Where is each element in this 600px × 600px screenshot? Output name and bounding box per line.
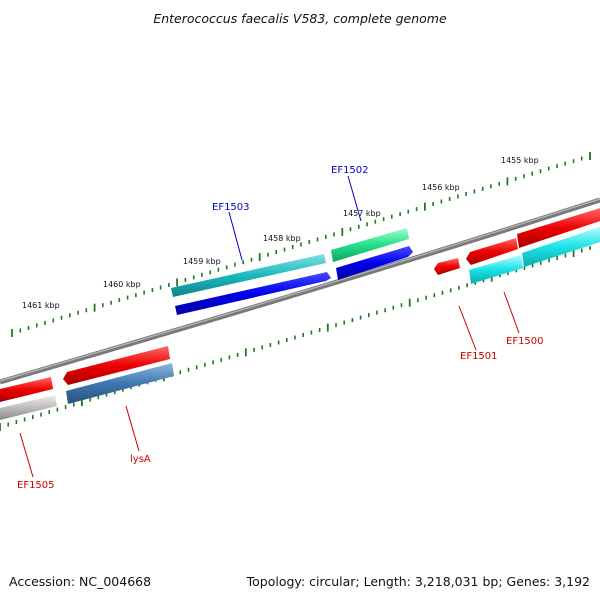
gene-label-ef1503[interactable]: EF1503 — [212, 202, 250, 213]
scale-labels: 1461 kbp 1460 kbp 1459 kbp 1458 kbp 1457… — [22, 156, 539, 310]
gene-feature-cyan-left[interactable] — [469, 255, 523, 284]
scale-label-1457: 1457 kbp — [343, 209, 381, 218]
accession-text: Accession: NC_004668 — [9, 574, 151, 589]
gene-feature-ef1502-blue[interactable] — [336, 246, 413, 280]
gene-label-ef1502[interactable]: EF1502 — [331, 165, 369, 176]
scale-track-inner — [0, 246, 591, 431]
genome-summary-text: Topology: circular; Length: 3,218,031 bp… — [246, 574, 590, 589]
scale-label-1458: 1458 kbp — [263, 234, 301, 243]
gene-label-ef1500[interactable]: EF1500 — [506, 336, 544, 347]
gene-feature-red-right[interactable] — [517, 208, 600, 248]
scale-track-outer — [11, 152, 591, 337]
genome-backbone — [0, 197, 600, 385]
gene-feature-ef1501[interactable] — [434, 258, 460, 275]
gene-feature-lysa-steel[interactable] — [66, 363, 174, 404]
gene-feature-ef1505-gray[interactable] — [0, 395, 57, 420]
gene-feature-lysa-red[interactable] — [63, 346, 170, 385]
scale-label-1456: 1456 kbp — [422, 183, 460, 192]
gene-feature-ef1503-blue[interactable] — [175, 272, 331, 315]
map-title: Enterococcus faecalis V583, complete gen… — [153, 11, 447, 26]
scale-label-1461: 1461 kbp — [22, 301, 60, 310]
gene-leader-lines — [19, 175, 520, 478]
gene-feature-ef1503-teal[interactable] — [171, 254, 326, 297]
gene-feature-cyan-right[interactable] — [522, 227, 600, 267]
gene-label-lysa[interactable]: lysA — [130, 454, 151, 465]
gene-feature-ef1502-green[interactable] — [331, 228, 409, 262]
gene-label-ef1501[interactable]: EF1501 — [460, 351, 498, 362]
gene-feature-ef1505-red[interactable] — [0, 377, 53, 402]
gene-feature-ef1500-red[interactable] — [466, 238, 518, 265]
scale-label-1459: 1459 kbp — [183, 257, 221, 266]
scale-label-1455: 1455 kbp — [501, 156, 539, 165]
gene-label-ef1505[interactable]: EF1505 — [17, 480, 55, 491]
gene-features — [0, 208, 600, 420]
gene-labels: EF1505 lysA EF1503 EF1502 EF1501 EF1500 — [17, 165, 544, 491]
scale-label-1460: 1460 kbp — [103, 280, 141, 289]
